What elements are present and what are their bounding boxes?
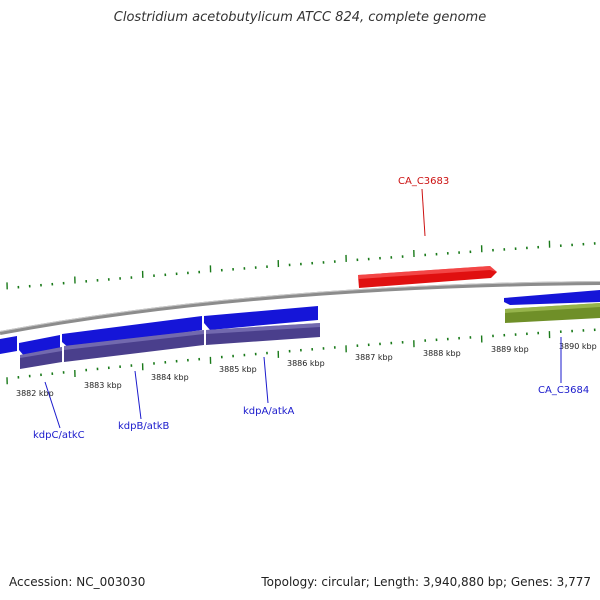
genome-backbone [0,281,600,335]
map-title: Clostridium acetobutylicum ATCC 824, com… [113,10,487,25]
gene-kdpb-arrow[interactable] [62,316,202,349]
gene-label-kdpc[interactable]: kdpC/atkC [33,430,85,441]
gene-left-partial[interactable] [0,336,17,354]
gene-kdpa-arrow[interactable] [204,306,318,330]
scale-label: 3882 kbp [16,389,54,398]
scale-label: 3889 kbp [491,345,529,354]
leader-ca-c3683 [421,188,426,237]
leader-kdpc [44,381,61,429]
genome-summary-text: Topology: circular; Length: 3,940,880 bp… [261,575,591,589]
scale-label: 3888 kbp [423,349,461,358]
gene-label-ca-c3684[interactable]: CA_C3684 [538,385,589,396]
leader-kdpb [134,370,142,420]
gene-ca-c3684-arrow[interactable] [504,290,600,305]
scale-label: 3884 kbp [151,373,189,382]
accession-text: Accession: NC_003030 [9,575,146,589]
leader-kdpa [263,356,269,404]
gene-label-ca-c3683[interactable]: CA_C3683 [398,176,449,187]
gene-label-kdpa[interactable]: kdpA/atkA [243,406,295,417]
scale-label: 3890 kbp [559,342,597,351]
scale-label: 3886 kbp [287,359,325,368]
inner-tick-row [6,328,596,385]
outer-tick-row [6,240,596,290]
scale-labels: 3882 kbp 3883 kbp 3884 kbp 3885 kbp 3886… [16,342,597,398]
scale-label: 3887 kbp [355,353,393,362]
scale-label: 3883 kbp [84,381,122,390]
gene-labels: CA_C3683 kdpC/atkC kdpB/atkB kdpA/atkA C… [33,176,589,441]
scale-label: 3885 kbp [219,365,257,374]
gene-label-kdpb[interactable]: kdpB/atkB [118,421,170,432]
